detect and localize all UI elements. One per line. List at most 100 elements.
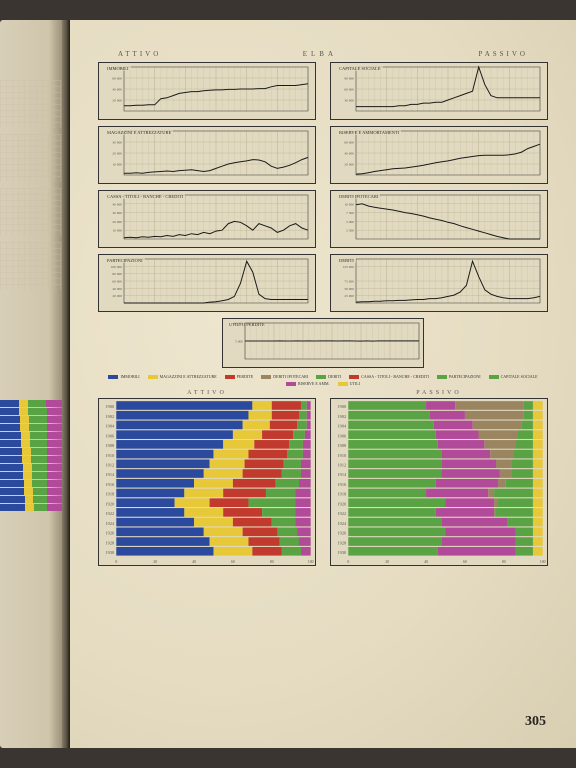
svg-text:20 000: 20 000 bbox=[112, 99, 122, 103]
legend-label: CASSA - TITOLI - BANCHE - CREDITI bbox=[361, 374, 429, 379]
line-chart: 30 00060 00090 000120 000CAPITALE SOCIAL… bbox=[330, 62, 548, 120]
svg-text:1916: 1916 bbox=[338, 482, 347, 487]
chart-label: CASSA - TITOLI - BANCHE - CREDITI bbox=[105, 194, 185, 199]
svg-text:1902: 1902 bbox=[106, 414, 115, 419]
svg-text:1920: 1920 bbox=[338, 501, 347, 506]
legend-item: CAPITALE SOCIALE bbox=[489, 374, 538, 379]
line-chart: 20 00040 00060 00080 000100 000120 000PA… bbox=[98, 254, 316, 312]
utili-perdite-chart: UTILI O PERDITE -10 000-5 0005 00010 000 bbox=[222, 318, 424, 368]
svg-text:1922: 1922 bbox=[338, 511, 347, 516]
svg-text:1918: 1918 bbox=[106, 492, 115, 497]
svg-text:75 000: 75 000 bbox=[344, 280, 354, 284]
svg-text:125 000: 125 000 bbox=[343, 265, 355, 269]
svg-text:100: 100 bbox=[540, 560, 546, 564]
legend-item: CASSA - TITOLI - BANCHE - CREDITI bbox=[349, 374, 429, 379]
svg-text:1918: 1918 bbox=[338, 492, 347, 497]
svg-text:100 000: 100 000 bbox=[111, 265, 123, 269]
svg-text:1908: 1908 bbox=[338, 443, 347, 448]
chart-label: DEBITI IPOTECARI bbox=[337, 194, 380, 199]
left-page-partial-content bbox=[0, 80, 62, 512]
line-chart: 2 5005 0007 50010 00012 500DEBITI IPOTEC… bbox=[330, 190, 548, 248]
svg-text:80 000: 80 000 bbox=[112, 272, 122, 276]
svg-text:1912: 1912 bbox=[106, 462, 115, 467]
svg-text:1900: 1900 bbox=[106, 404, 115, 409]
svg-text:40 000: 40 000 bbox=[112, 287, 122, 291]
legend-item: MAGAZZINI E ATTREZZATURE bbox=[148, 374, 217, 379]
legend-swatch bbox=[437, 375, 447, 379]
svg-text:30 000: 30 000 bbox=[112, 141, 122, 145]
svg-text:2 500: 2 500 bbox=[346, 229, 354, 233]
svg-text:0: 0 bbox=[115, 560, 117, 564]
svg-text:1904: 1904 bbox=[338, 424, 347, 429]
svg-text:1920: 1920 bbox=[106, 501, 115, 506]
chart-label: UTILI O PERDITE bbox=[229, 322, 265, 327]
svg-text:80: 80 bbox=[270, 560, 274, 564]
svg-text:1910: 1910 bbox=[106, 453, 115, 458]
svg-text:50 000: 50 000 bbox=[344, 287, 354, 291]
header-right: PASSIVO bbox=[478, 50, 528, 58]
svg-text:60 000: 60 000 bbox=[344, 141, 354, 145]
legend-swatch bbox=[108, 375, 118, 379]
legend-swatch bbox=[349, 375, 359, 379]
svg-text:1910: 1910 bbox=[338, 453, 347, 458]
svg-text:20 000: 20 000 bbox=[344, 163, 354, 167]
svg-text:60 000: 60 000 bbox=[344, 88, 354, 92]
svg-text:1924: 1924 bbox=[106, 521, 115, 526]
svg-text:1926: 1926 bbox=[338, 531, 347, 536]
stacked-title: PASSIVO bbox=[330, 390, 548, 396]
line-chart: 20 00040 00060 00080 000IMMOBILI bbox=[98, 62, 316, 120]
stacked-attivo-chart: 1900190219041906190819101912191419161918… bbox=[98, 398, 316, 566]
svg-text:0: 0 bbox=[347, 560, 349, 564]
stacked-grid: ATTIVO 190019021904190619081910191219141… bbox=[98, 390, 548, 566]
svg-text:1914: 1914 bbox=[106, 472, 115, 477]
svg-text:60: 60 bbox=[231, 560, 235, 564]
svg-text:1900: 1900 bbox=[338, 404, 347, 409]
legend-label: IMMOBILI bbox=[120, 374, 139, 379]
chart-label: PARTECIPAZIONI bbox=[105, 258, 145, 263]
svg-text:60 000: 60 000 bbox=[112, 77, 122, 81]
legend-item: IMMOBILI bbox=[108, 374, 139, 379]
legend-item: PERDITE bbox=[225, 374, 253, 379]
svg-text:5 000: 5 000 bbox=[235, 340, 243, 344]
svg-text:80: 80 bbox=[502, 560, 506, 564]
line-chart: 20 00040 00060 00080 000RISERVE E AMMORT… bbox=[330, 126, 548, 184]
legend-item: DEBITI IPOTECARI bbox=[261, 374, 308, 379]
legend-label: DEBITI bbox=[328, 374, 341, 379]
legend: IMMOBILI MAGAZZINI E ATTREZZATURE PERDITE D… bbox=[98, 374, 548, 386]
svg-text:90 000: 90 000 bbox=[344, 77, 354, 81]
svg-text:10 000: 10 000 bbox=[112, 229, 122, 233]
legend-swatch bbox=[316, 375, 326, 379]
attivo-column: 20 00040 00060 00080 000IMMOBILI 10 000 20… bbox=[98, 62, 316, 312]
legend-swatch bbox=[148, 375, 158, 379]
legend-swatch bbox=[261, 375, 271, 379]
stacked-passivo-col: PASSIVO 19001902190419061908191019121914… bbox=[330, 390, 548, 566]
legend-swatch bbox=[338, 382, 348, 386]
svg-text:1924: 1924 bbox=[338, 521, 347, 526]
svg-text:1926: 1926 bbox=[106, 531, 115, 536]
svg-text:20: 20 bbox=[153, 560, 157, 564]
svg-text:20 000: 20 000 bbox=[112, 294, 122, 298]
svg-text:10 000: 10 000 bbox=[112, 163, 122, 167]
legend-item: DEBITI bbox=[316, 374, 341, 379]
legend-label: MAGAZZINI E ATTREZZATURE bbox=[160, 374, 217, 379]
svg-text:1904: 1904 bbox=[106, 424, 115, 429]
stacked-attivo-col: ATTIVO 190019021904190619081910191219141… bbox=[98, 390, 316, 566]
chart-label: CAPITALE SOCIALE bbox=[337, 66, 383, 71]
svg-text:30 000: 30 000 bbox=[344, 99, 354, 103]
passivo-column: 30 00060 00090 000120 000CAPITALE SOCIAL… bbox=[330, 62, 548, 312]
book-spread: ATTIVO ELBA PASSIVO 20 00040 00060 00080… bbox=[0, 20, 576, 748]
svg-text:20: 20 bbox=[385, 560, 389, 564]
chart-label: MAGAZZINI E ATTREZZATURE bbox=[105, 130, 173, 135]
svg-text:10 000: 10 000 bbox=[344, 202, 354, 206]
legend-label: PARTECIPAZIONI bbox=[449, 374, 481, 379]
svg-text:1908: 1908 bbox=[106, 443, 115, 448]
svg-text:7 500: 7 500 bbox=[346, 211, 354, 215]
left-page-edge bbox=[0, 20, 70, 748]
header-left: ATTIVO bbox=[118, 50, 161, 58]
legend-item: PARTECIPAZIONI bbox=[437, 374, 481, 379]
legend-label: CAPITALE SOCIALE bbox=[501, 374, 538, 379]
svg-text:1906: 1906 bbox=[106, 433, 115, 438]
page-header: ATTIVO ELBA PASSIVO bbox=[98, 50, 548, 58]
legend-item: RISERVE E AMM. bbox=[286, 381, 330, 386]
svg-text:1930: 1930 bbox=[106, 550, 115, 555]
